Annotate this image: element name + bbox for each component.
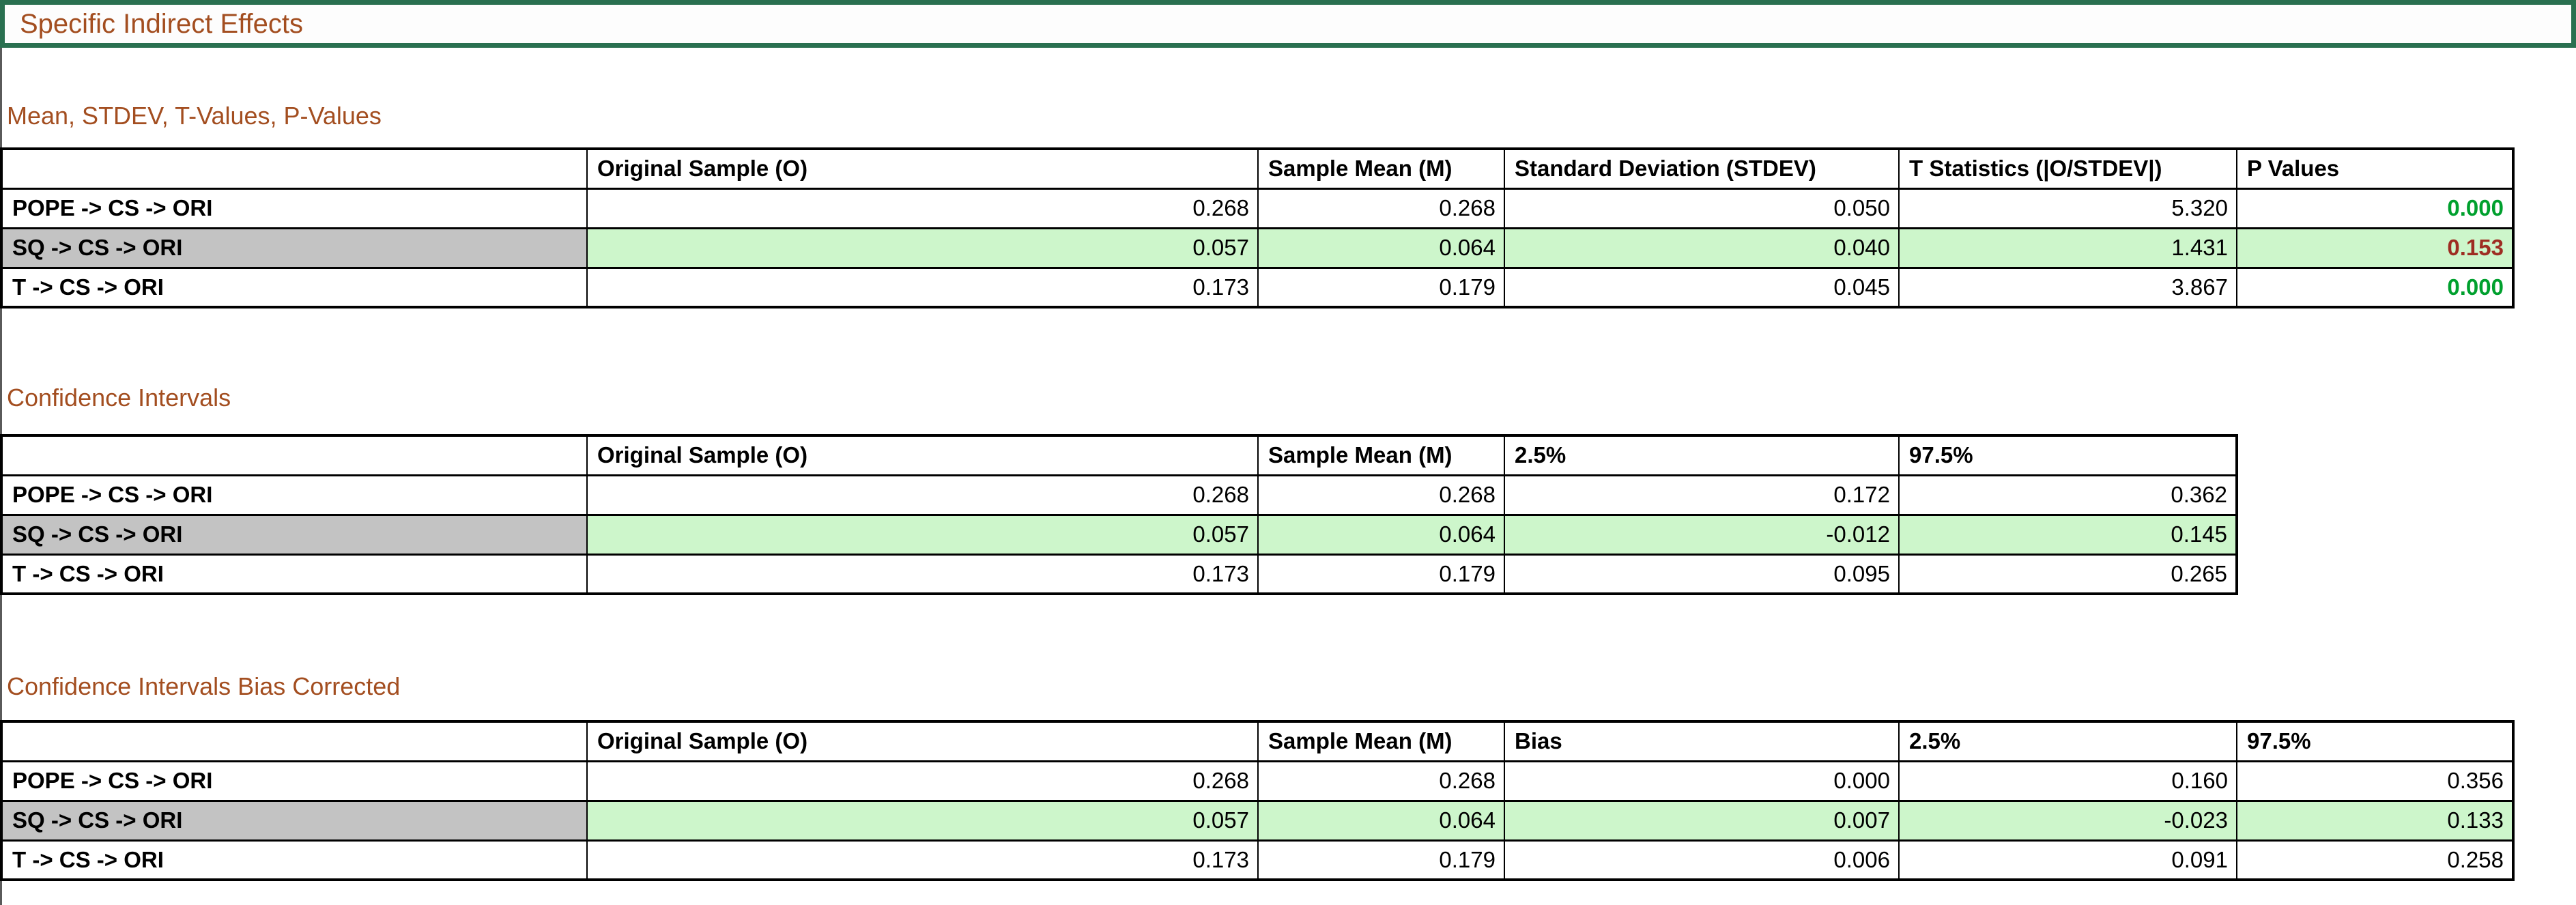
column-header-bias: Bias — [1504, 720, 1900, 762]
value-cell: 1.431 — [1898, 227, 2237, 269]
value-cell: -0.012 — [1504, 513, 1900, 556]
report-title-bar: Specific Indirect Effects — [0, 0, 2576, 48]
table-row-t-cs-ori[interactable]: T -> CS -> ORI 0.173 0.179 0.095 0.265 — [1, 553, 2237, 595]
value-cell: 0.179 — [1257, 266, 1505, 308]
value-cell: 0.172 — [1504, 474, 1900, 516]
value-cell: 0.356 — [2236, 760, 2514, 802]
table-row-pope-cs-ori[interactable]: POPE -> CS -> ORI 0.268 0.268 0.000 0.16… — [1, 760, 2514, 802]
row-label: POPE -> CS -> ORI — [1, 760, 588, 802]
value-cell: 0.179 — [1257, 839, 1505, 881]
table-row-sq-cs-ori[interactable]: SQ -> CS -> ORI 0.057 0.064 0.040 1.431 … — [1, 227, 2514, 269]
value-cell: 3.867 — [1898, 266, 2237, 308]
column-header-p-values: P Values — [2236, 147, 2514, 190]
table-header-row: Original Sample (O) Sample Mean (M) Bias… — [1, 720, 2514, 762]
value-cell: 0.160 — [1898, 760, 2237, 802]
section-heading-mean-stdev: Mean, STDEV, T-Values, P-Values — [7, 102, 382, 130]
row-label: POPE -> CS -> ORI — [1, 187, 588, 229]
value-cell: 0.268 — [586, 474, 1259, 516]
value-cell: 0.145 — [1898, 513, 2237, 556]
table-header-row: Original Sample (O) Sample Mean (M) Stan… — [1, 147, 2514, 190]
value-cell: 0.268 — [1257, 474, 1505, 516]
table-row-pope-cs-ori[interactable]: POPE -> CS -> ORI 0.268 0.268 0.050 5.32… — [1, 187, 2514, 229]
value-cell: 5.320 — [1898, 187, 2237, 229]
value-cell: 0.064 — [1257, 799, 1505, 842]
column-header-upper-ci: 97.5% — [2236, 720, 2514, 762]
value-cell: 0.091 — [1898, 839, 2237, 881]
value-cell: 0.179 — [1257, 553, 1505, 595]
page-title: Specific Indirect Effects — [20, 8, 303, 39]
value-cell: 0.268 — [586, 187, 1259, 229]
value-cell: 0.173 — [586, 839, 1259, 881]
table-row-sq-cs-ori[interactable]: SQ -> CS -> ORI 0.057 0.064 -0.012 0.145 — [1, 513, 2237, 556]
value-cell: 0.045 — [1504, 266, 1900, 308]
value-cell: 0.268 — [1257, 760, 1505, 802]
table-header-row: Original Sample (O) Sample Mean (M) 2.5%… — [1, 434, 2237, 476]
row-label: POPE -> CS -> ORI — [1, 474, 588, 516]
value-cell: 0.173 — [586, 553, 1259, 595]
row-label: T -> CS -> ORI — [1, 553, 588, 595]
p-value-cell: 0.000 — [2236, 266, 2514, 308]
value-cell: 0.268 — [1257, 187, 1505, 229]
table-row-sq-cs-ori[interactable]: SQ -> CS -> ORI 0.057 0.064 0.007 -0.023… — [1, 799, 2514, 842]
column-header-t-statistics: T Statistics (|O/STDEV|) — [1898, 147, 2237, 190]
value-cell: 0.064 — [1257, 513, 1505, 556]
value-cell: 0.057 — [586, 513, 1259, 556]
table-mean-stdev-tvalues-pvalues: Original Sample (O) Sample Mean (M) Stan… — [0, 147, 2515, 308]
value-cell: 0.133 — [2236, 799, 2514, 842]
value-cell: 0.268 — [586, 760, 1259, 802]
column-header-upper-ci: 97.5% — [1898, 434, 2237, 476]
column-header-stdev: Standard Deviation (STDEV) — [1504, 147, 1900, 190]
table-row-t-cs-ori[interactable]: T -> CS -> ORI 0.173 0.179 0.006 0.091 0… — [1, 839, 2514, 881]
row-label: T -> CS -> ORI — [1, 839, 588, 881]
corner-cell — [1, 434, 588, 476]
corner-cell — [1, 147, 588, 190]
row-label: SQ -> CS -> ORI — [1, 513, 588, 556]
value-cell: 0.006 — [1504, 839, 1900, 881]
value-cell: 0.265 — [1898, 553, 2237, 595]
value-cell: 0.064 — [1257, 227, 1505, 269]
row-label: T -> CS -> ORI — [1, 266, 588, 308]
row-label: SQ -> CS -> ORI — [1, 799, 588, 842]
column-header-sample-mean: Sample Mean (M) — [1257, 434, 1505, 476]
column-header-sample-mean: Sample Mean (M) — [1257, 147, 1505, 190]
column-header-original-sample: Original Sample (O) — [586, 147, 1259, 190]
value-cell: 0.258 — [2236, 839, 2514, 881]
row-label: SQ -> CS -> ORI — [1, 227, 588, 269]
value-cell: 0.040 — [1504, 227, 1900, 269]
section-heading-confidence-intervals: Confidence Intervals — [7, 384, 231, 412]
p-value-cell: 0.153 — [2236, 227, 2514, 269]
corner-cell — [1, 720, 588, 762]
column-header-original-sample: Original Sample (O) — [586, 434, 1259, 476]
section-heading-confidence-intervals-bias-corrected: Confidence Intervals Bias Corrected — [7, 672, 401, 700]
table-confidence-intervals-bias-corrected: Original Sample (O) Sample Mean (M) Bias… — [0, 720, 2515, 881]
value-cell: 0.095 — [1504, 553, 1900, 595]
column-header-lower-ci: 2.5% — [1898, 720, 2237, 762]
p-value-cell: 0.000 — [2236, 187, 2514, 229]
column-header-lower-ci: 2.5% — [1504, 434, 1900, 476]
table-confidence-intervals: Original Sample (O) Sample Mean (M) 2.5%… — [0, 434, 2238, 595]
value-cell: 0.362 — [1898, 474, 2237, 516]
value-cell: 0.007 — [1504, 799, 1900, 842]
value-cell: 0.057 — [586, 227, 1259, 269]
table-row-t-cs-ori[interactable]: T -> CS -> ORI 0.173 0.179 0.045 3.867 0… — [1, 266, 2514, 308]
value-cell: 0.173 — [586, 266, 1259, 308]
column-header-original-sample: Original Sample (O) — [586, 720, 1259, 762]
value-cell: 0.050 — [1504, 187, 1900, 229]
column-header-sample-mean: Sample Mean (M) — [1257, 720, 1505, 762]
value-cell: 0.057 — [586, 799, 1259, 842]
table-row-pope-cs-ori[interactable]: POPE -> CS -> ORI 0.268 0.268 0.172 0.36… — [1, 474, 2237, 516]
value-cell: 0.000 — [1504, 760, 1900, 802]
value-cell: -0.023 — [1898, 799, 2237, 842]
